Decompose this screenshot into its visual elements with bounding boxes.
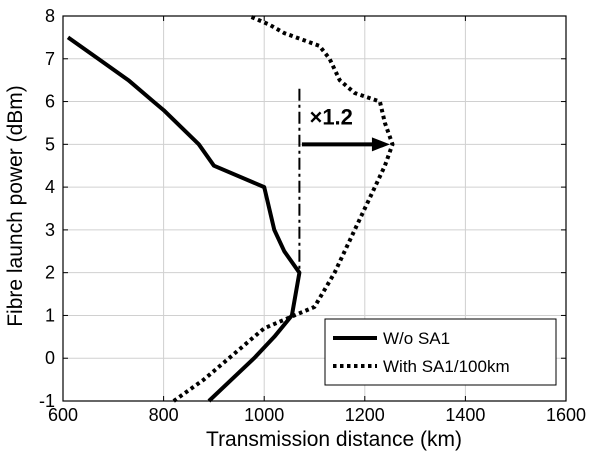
legend: W/o SA1 With SA1/100km: [324, 318, 557, 386]
y-tick-label: 2: [45, 263, 55, 283]
x-tick-label: 600: [48, 405, 78, 425]
legend-label-2: With SA1/100km: [383, 357, 510, 376]
x-tick-label: 1000: [244, 405, 284, 425]
x-tick-label: 1200: [345, 405, 385, 425]
x-tick-label: 800: [149, 405, 179, 425]
arrow-head: [371, 137, 390, 152]
y-tick-label: 5: [45, 134, 55, 154]
y-tick-label: 8: [45, 6, 55, 26]
tick-labels: 600 800 1000 1200 1400 1600 -1 0 1 2 3 4 5 6 7 8: [39, 6, 586, 425]
annotation-group: ×1.2: [298, 88, 390, 273]
series-line-1: [66, 35, 302, 403]
y-tick-label: 1: [45, 305, 55, 325]
y-axis-label: Fibre launch power (dBm): [4, 85, 27, 327]
plot-area: [62, 15, 567, 402]
series-lines: [66, 14, 395, 403]
annotation-label: ×1.2: [309, 105, 352, 130]
y-tick-label: 6: [45, 92, 55, 112]
y-tick-label: 0: [45, 348, 55, 368]
x-axis-label: Transmission distance (km): [206, 428, 462, 451]
legend-label-1: W/o SA1: [383, 329, 450, 348]
legend-box: [324, 318, 557, 386]
y-tick-label: -1: [39, 391, 55, 411]
y-tick-label: 4: [45, 177, 55, 197]
x-tick-label: 1400: [445, 405, 485, 425]
x-tick-label: 1600: [546, 405, 586, 425]
plot-frame: [62, 15, 567, 402]
y-tick-label: 7: [45, 49, 55, 69]
series-line-2: [172, 14, 395, 403]
y-tick-label: 3: [45, 220, 55, 240]
